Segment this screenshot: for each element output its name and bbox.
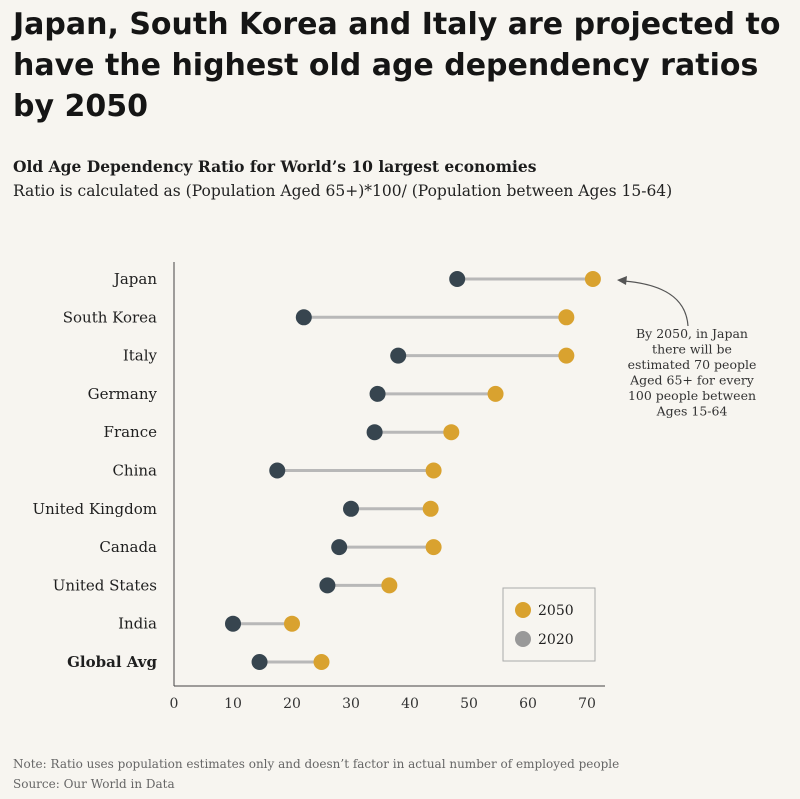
point-2020-united-states (319, 577, 336, 594)
point-2020-france (366, 424, 383, 441)
connectors (233, 277, 593, 664)
point-2020-canada (331, 539, 348, 556)
category-label-canada: Canada (99, 538, 157, 556)
legend-marker-2020 (515, 631, 531, 647)
annotation: By 2050, in Japan there will be estimated … (617, 276, 756, 419)
point-2050-italy (558, 347, 575, 364)
legend-marker-2050 (515, 602, 531, 618)
point-2020-japan (449, 271, 466, 287)
point-2050-china (425, 462, 442, 479)
x-tick-label-40: 40 (401, 696, 419, 712)
x-tick-label-70: 70 (578, 696, 596, 712)
legend-label-2050: 2050 (538, 603, 574, 619)
point-2020-united-kingdom (343, 500, 359, 517)
point-2050-india (284, 615, 300, 632)
point-2050-france (443, 424, 460, 441)
annotation-line: 100 people between (628, 388, 756, 403)
point-2020-germany (369, 385, 386, 402)
source-credit: Source: Our World in Data (13, 777, 175, 791)
arrowhead-icon (617, 276, 627, 285)
x-tick-label-50: 50 (460, 696, 478, 712)
point-2050-canada (425, 539, 442, 556)
data-points (225, 271, 601, 670)
point-2020-china (269, 462, 286, 479)
category-label-japan: Japan (112, 270, 158, 288)
x-tick-labels: 0 10 20 30 40 50 60 70 (170, 696, 596, 712)
category-label-south-korea: South Korea (63, 308, 157, 326)
x-tick-label-20: 20 (283, 696, 301, 712)
legend: 2050 2020 (502, 587, 596, 662)
headline: Japan, South Korea and Italy are project… (13, 7, 781, 124)
point-2050-japan (584, 271, 601, 287)
footnote: Note: Ratio uses population estimates on… (13, 757, 620, 771)
chart-description: Ratio is calculated as (Population Aged … (13, 182, 673, 200)
point-2050-united-kingdom (422, 500, 439, 517)
annotation-text: By 2050, in Japan there will be estimated … (628, 326, 757, 419)
x-tick-label-30: 30 (342, 696, 360, 712)
annotation-line: estimated 70 people (628, 357, 757, 372)
category-label-china: China (112, 462, 157, 480)
point-2050-germany (487, 385, 504, 402)
point-2050-global-avg (313, 654, 330, 670)
category-label-united-kingdom: United Kingdom (33, 500, 158, 518)
category-labels: Japan South Korea Italy Germany France China U… (33, 270, 158, 671)
category-label-france: France (104, 423, 158, 441)
point-2020-south-korea (295, 309, 312, 326)
x-tick-label-0: 0 (170, 696, 179, 712)
annotation-arrow (623, 280, 689, 327)
point-2020-italy (390, 347, 407, 364)
point-2020-india (225, 615, 241, 632)
annotation-line: there will be (652, 342, 732, 357)
category-label-italy: Italy (123, 347, 158, 365)
category-label-global-avg: Global Avg (67, 653, 157, 671)
annotation-line: By 2050, in Japan (636, 326, 748, 341)
x-tick-label-10: 10 (224, 696, 242, 712)
category-label-germany: Germany (88, 385, 158, 403)
legend-box (502, 587, 596, 662)
annotation-line: Ages 15-64 (656, 404, 728, 419)
legend-label-2020: 2020 (538, 632, 574, 648)
chart-subtitle: Old Age Dependency Ratio for World’s 10 … (13, 157, 537, 176)
category-label-india: India (118, 615, 157, 633)
category-label-united-states: United States (53, 576, 157, 594)
point-2020-global-avg (251, 654, 268, 670)
annotation-line: Aged 65+ for every (629, 373, 755, 388)
point-2050-united-states (381, 577, 398, 594)
x-tick-label-60: 60 (519, 696, 537, 712)
point-2050-south-korea (558, 309, 575, 326)
